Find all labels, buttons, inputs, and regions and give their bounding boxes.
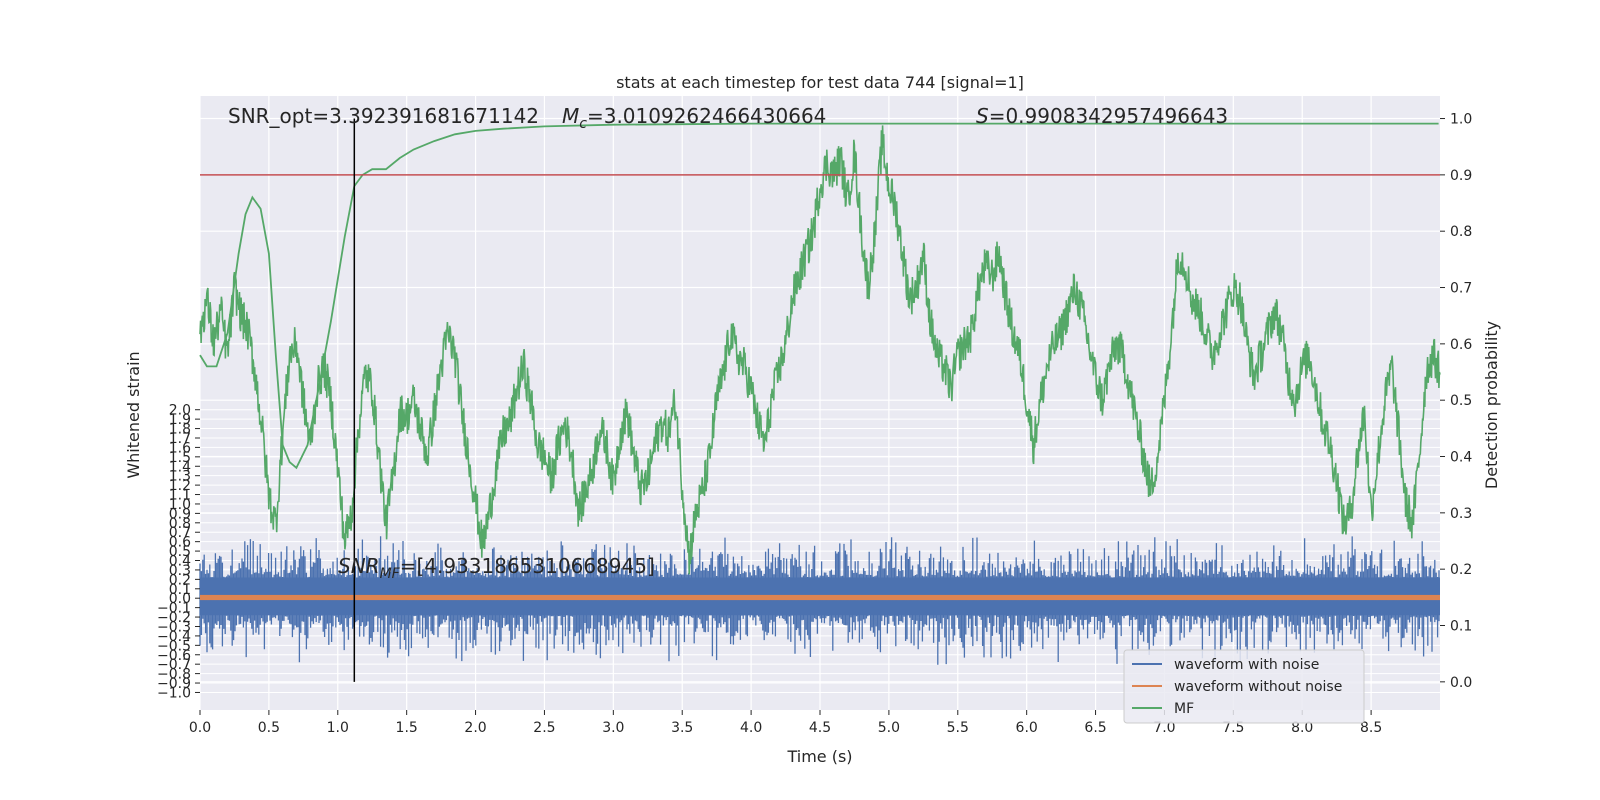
waveform-without-noise-line — [200, 594, 1440, 601]
right-axis-label: Detection probability — [1482, 321, 1501, 489]
left-tick-label: 0.4 — [169, 554, 191, 570]
snr-opt-annotation: SNR_opt=3.392391681671142 — [228, 104, 539, 128]
legend-box — [1123, 649, 1365, 724]
x-tick-label: 3.5 — [671, 720, 693, 736]
left-tick-label: −0.6 — [157, 648, 191, 664]
x-tick-label: 0.5 — [258, 720, 280, 736]
detection-probability-line — [199, 122, 1439, 470]
left-tick-label: −0.5 — [157, 638, 191, 654]
right-tick-label: 0.3 — [1450, 506, 1472, 522]
x-tick-label: 6.0 — [1016, 720, 1038, 736]
x-tick-label: 2.0 — [464, 720, 486, 736]
left-tick-label: −0.1 — [157, 601, 191, 617]
left-tick-label: 0.8 — [169, 516, 191, 532]
right-tick-label: 0.5 — [1450, 393, 1472, 409]
left-tick-label: −0.7 — [157, 657, 191, 673]
snr-mf-annotation: SNRMF=[4.9331865310668945] — [338, 554, 655, 582]
left-tick-label: 1.9 — [169, 412, 191, 428]
right-tick-label: 0.6 — [1450, 337, 1472, 353]
left-tick-label: 2.0 — [169, 403, 191, 419]
left-tick-label: 1.2 — [169, 478, 191, 494]
left-tick-label: 1.8 — [169, 422, 191, 438]
x-tick-label: 4.0 — [740, 720, 762, 736]
x-tick-label: 6.5 — [1084, 720, 1106, 736]
left-tick-label: −0.9 — [157, 676, 191, 692]
legend: waveform with noise waveform without noi… — [1123, 649, 1365, 724]
mf-series-layer — [199, 122, 1441, 575]
right-tick-label: 1.0 — [1450, 112, 1472, 128]
s-annotation: S=0.9908342957496643 — [976, 104, 1228, 128]
left-tick-label: 1.1 — [169, 488, 191, 504]
x-tick-label: 8.0 — [1291, 720, 1313, 736]
left-axis-ticks: 2.01.91.81.71.61.51.41.31.21.11.00.90.80… — [157, 403, 200, 701]
mc-annotation: Mc=3.0109262466430664 — [562, 104, 826, 132]
x-tick-label: 3.0 — [602, 720, 624, 736]
x-tick-label: 5.0 — [878, 720, 900, 736]
left-tick-label: 1.0 — [169, 497, 191, 513]
left-tick-label: −0.2 — [157, 610, 191, 626]
x-tick-label: 2.5 — [533, 720, 555, 736]
left-tick-label: −0.8 — [157, 667, 191, 683]
x-tick-label: 1.0 — [327, 720, 349, 736]
left-tick-label: 1.3 — [169, 469, 191, 485]
left-tick-label: 0.5 — [169, 544, 191, 560]
left-axis-label: Whitened strain — [124, 351, 143, 478]
left-tick-label: 0.9 — [169, 506, 191, 522]
right-tick-label: 0.0 — [1450, 675, 1472, 691]
strain-series-layer — [199, 536, 1440, 665]
left-tick-label: −1.0 — [157, 685, 191, 701]
left-tick-label: −0.4 — [157, 629, 191, 645]
left-tick-label: 1.4 — [169, 459, 191, 475]
right-tick-label: 0.9 — [1450, 168, 1472, 184]
right-tick-label: 0.8 — [1450, 224, 1472, 240]
mf-line — [199, 125, 1441, 575]
left-tick-label: 1.5 — [169, 450, 191, 466]
x-axis-ticks: 0.0 0.5 1.0 1.5 2.0 2.5 3.0 3.5 4.0 4.5 5.0 5.5 6.0 6… — [189, 710, 1382, 736]
left-tick-label: 0.0 — [169, 591, 191, 607]
x-tick-label: 8.5 — [1360, 720, 1382, 736]
left-tick-label: 1.7 — [169, 431, 191, 447]
legend-label-mf: MF — [1174, 701, 1194, 717]
left-tick-label: 1.6 — [169, 440, 191, 456]
x-axis-label: Time (s) — [786, 747, 852, 766]
left-tick-label: 0.3 — [169, 563, 191, 579]
legend-label-noise: waveform with noise — [1174, 657, 1319, 673]
x-tick-label: 7.0 — [1153, 720, 1175, 736]
left-tick-label: 0.6 — [169, 535, 191, 551]
x-tick-label: 4.5 — [809, 720, 831, 736]
right-tick-label: 0.1 — [1450, 619, 1472, 635]
x-tick-label: 5.5 — [947, 720, 969, 736]
left-tick-label: 0.7 — [169, 525, 191, 541]
left-tick-label: 0.2 — [169, 572, 191, 588]
right-tick-label: 0.2 — [1450, 562, 1472, 578]
x-tick-label: 7.5 — [1222, 720, 1244, 736]
right-tick-label: 0.7 — [1450, 281, 1472, 297]
x-tick-label: 0.0 — [189, 720, 211, 736]
right-tick-label: 0.4 — [1450, 450, 1472, 466]
x-tick-label: 1.5 — [396, 720, 418, 736]
left-tick-label: −0.3 — [157, 619, 191, 635]
right-axis-ticks: 1.0 0.9 0.8 0.7 0.6 0.5 0.4 0.3 0.2 0.1 0.0 — [1440, 112, 1472, 691]
left-tick-label: 0.1 — [169, 582, 191, 598]
legend-label-clean: waveform without noise — [1174, 679, 1342, 695]
chart-title: stats at each timestep for test data 744… — [616, 73, 1024, 92]
reference-lines — [200, 118, 1440, 682]
